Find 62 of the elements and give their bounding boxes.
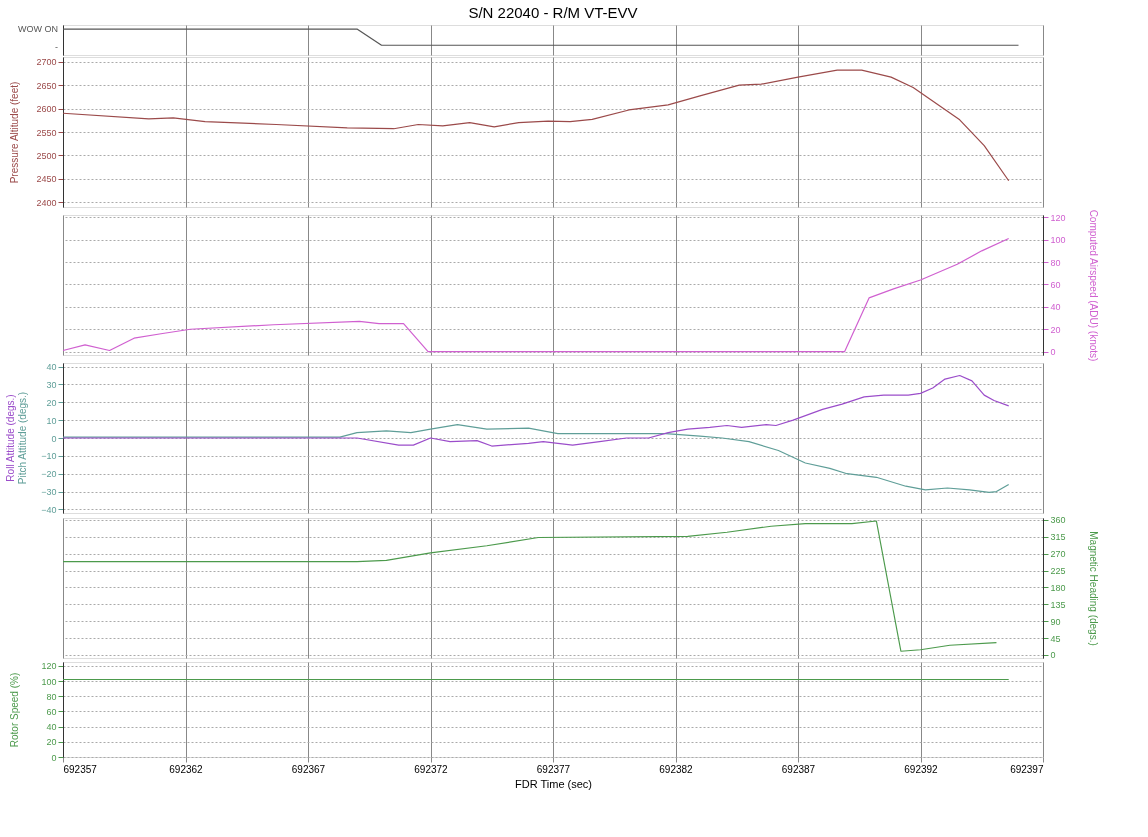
y2-tick-label: 360 (1050, 515, 1066, 526)
y2-tick-label: 20 (1050, 324, 1061, 335)
y-tick-label: 10 (46, 415, 57, 426)
annotation: WOW ON (18, 24, 58, 35)
y-tick-label: −30 (41, 487, 57, 498)
y2-tick-label: 180 (1050, 582, 1066, 593)
y-tick-label: 2700 (36, 57, 57, 68)
line-series (62, 237, 1010, 353)
y-tick-label: 2450 (36, 174, 57, 185)
y2-tick-label: 80 (1050, 257, 1061, 268)
y-tick-label: 100 (41, 676, 57, 687)
x-tick-label: 692372 (414, 763, 449, 775)
y2-tick-label: 315 (1050, 532, 1066, 543)
y2-tick-label: 0 (1050, 650, 1056, 661)
x-tick-label: 692387 (781, 763, 816, 775)
y2-axis-title: Computed Airspeed (ADU) (knots) (1087, 209, 1099, 362)
y-tick-label: 2400 (36, 197, 57, 208)
y2-tick-label: 135 (1050, 599, 1066, 610)
y-tick-label: 2500 (36, 150, 57, 161)
y2-tick-label: 270 (1050, 549, 1066, 560)
y-tick-label: 0 (51, 752, 57, 763)
y2-tick-label: 60 (1050, 279, 1061, 290)
y-tick-label: 30 (46, 379, 57, 390)
y-tick-label: 20 (46, 737, 57, 748)
x-tick-label: 692397 (1010, 763, 1044, 775)
line-series (62, 69, 1010, 182)
x-tick-label: 692362 (169, 763, 204, 775)
x-tick-label: 692392 (904, 763, 939, 775)
y-tick-label: −10 (41, 451, 57, 462)
x-tick-label: 692357 (63, 763, 98, 775)
y-tick-label: 20 (46, 397, 57, 408)
x-axis-title: FDR Time (sec) (515, 777, 592, 790)
y2-axis-title: Magnetic Heading (degs.) (1087, 531, 1099, 646)
y-tick-label: 0 (51, 433, 57, 444)
y-tick-label: 2650 (36, 80, 57, 91)
text: Pitch Attitude (degs.) (17, 391, 28, 485)
y-tick-label: 80 (46, 691, 57, 702)
y-tick-label: −40 (41, 504, 57, 515)
y2-tick-label: 120 (1050, 212, 1066, 223)
y2-tick-label: 100 (1050, 235, 1066, 246)
y2-tick-label: 40 (1050, 302, 1061, 313)
x-tick-label: 692377 (536, 763, 571, 775)
chart-title: S/N 22040 - R/M VT-EVV (468, 4, 638, 21)
text: - (55, 42, 58, 52)
y-axis-title: Pressure Altitude (feet) (8, 81, 20, 184)
x-tick-label: 692382 (659, 763, 694, 775)
y-axis-title: Rotor Speed (%) (8, 672, 20, 748)
text: Roll Attitude (degs.) (5, 394, 16, 482)
line-series (62, 520, 998, 652)
y2-tick-label: 90 (1050, 616, 1061, 627)
y2-tick-label: 0 (1050, 347, 1056, 358)
x-tick-label: 692367 (291, 763, 326, 775)
y-tick-label: 40 (46, 722, 57, 733)
y-tick-label: −20 (41, 469, 57, 480)
y-tick-label: 60 (46, 706, 57, 717)
y-tick-label: 40 (46, 362, 57, 373)
y-tick-label: 2550 (36, 127, 57, 138)
line-series (62, 374, 1010, 447)
y2-tick-label: 45 (1050, 633, 1061, 644)
y-tick-label: 2600 (36, 104, 57, 115)
y2-tick-label: 225 (1050, 566, 1066, 577)
y-tick-label: 120 (41, 661, 57, 672)
